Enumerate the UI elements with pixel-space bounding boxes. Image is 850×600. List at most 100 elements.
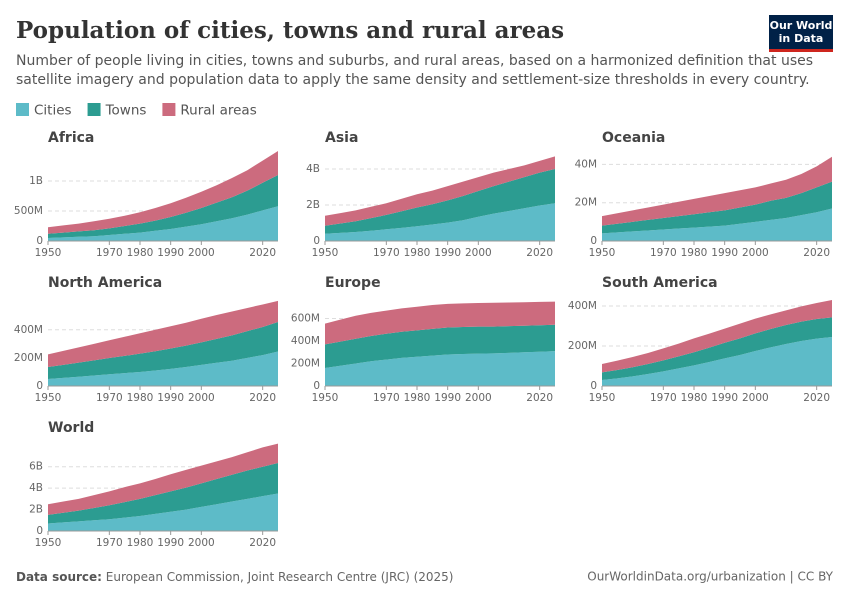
y-tick-label: 2B	[306, 199, 320, 211]
area	[602, 337, 832, 386]
x-tick-label: 1990	[157, 392, 184, 404]
y-tick-label: 600M	[291, 313, 320, 325]
panel-title: South America	[602, 275, 718, 291]
x-tick-label: 1990	[434, 392, 461, 404]
y-tick-label: 0	[36, 235, 43, 247]
chart-title: Population of cities, towns and rural ar…	[16, 17, 564, 44]
x-tick-label: 1970	[650, 247, 677, 259]
panel-title: Europe	[325, 275, 381, 291]
legend-swatch	[16, 103, 29, 116]
x-tick-label: 1950	[35, 537, 62, 549]
y-tick-label: 6B	[29, 461, 43, 473]
panel-title: World	[48, 420, 94, 436]
x-tick-label: 1950	[312, 247, 339, 259]
legend-label: Towns	[105, 103, 147, 119]
source-label: Data source:	[16, 570, 102, 584]
area	[48, 300, 278, 368]
x-tick-label: 2000	[188, 392, 215, 404]
area	[48, 151, 278, 234]
logo-text: in Data	[779, 32, 824, 45]
area	[325, 156, 555, 226]
legend-swatch	[162, 103, 176, 116]
area	[48, 206, 278, 241]
y-tick-label: 200M	[568, 340, 597, 352]
source: European Commission, Joint Research Cent…	[106, 570, 454, 584]
panel-title: North America	[48, 275, 162, 291]
legend-label: Cities	[34, 103, 72, 119]
y-tick-label: 2B	[29, 504, 43, 516]
area	[325, 203, 555, 241]
y-tick-label: 4B	[306, 163, 320, 175]
x-tick-label: 1970	[96, 537, 123, 549]
y-tick-label: 200M	[14, 352, 43, 364]
x-tick-label: 1990	[434, 247, 461, 259]
y-tick-label: 200M	[291, 358, 320, 370]
y-tick-label: 0	[313, 235, 320, 247]
x-tick-label: 1970	[373, 392, 400, 404]
x-tick-label: 1950	[589, 392, 616, 404]
area	[48, 493, 278, 531]
y-tick-label: 400M	[291, 335, 320, 347]
x-tick-label: 2020	[526, 392, 553, 404]
area	[602, 181, 832, 234]
logo-box	[769, 15, 833, 50]
footer-source: Data source: European Commission, Joint …	[16, 570, 454, 584]
logo[interactable]: Our World in Data	[769, 15, 833, 52]
x-tick-label: 2000	[742, 247, 769, 259]
y-tick-label: 40M	[575, 158, 597, 170]
x-tick-label: 2020	[249, 392, 276, 404]
y-tick-label: 0	[590, 235, 597, 247]
legend: Cities Towns Rural areas	[16, 103, 257, 119]
area	[325, 351, 555, 386]
y-tick-label: 0	[36, 525, 43, 537]
x-tick-label: 2020	[249, 537, 276, 549]
area	[325, 324, 555, 368]
x-tick-label: 2020	[803, 247, 830, 259]
x-tick-label: 2000	[188, 537, 215, 549]
x-tick-label: 1990	[711, 392, 738, 404]
x-tick-label: 1970	[650, 392, 677, 404]
x-tick-label: 1980	[404, 392, 431, 404]
x-tick-label: 1970	[373, 247, 400, 259]
x-tick-label: 1950	[35, 392, 62, 404]
x-tick-label: 1980	[127, 392, 154, 404]
area	[48, 175, 278, 238]
y-tick-label: 4B	[29, 482, 43, 494]
y-tick-label: 0	[590, 380, 597, 392]
area	[602, 300, 832, 373]
panel-title: Africa	[48, 130, 94, 146]
area	[602, 156, 832, 226]
y-tick-label: 20M	[575, 197, 597, 209]
x-tick-label: 2000	[465, 247, 492, 259]
x-tick-label: 1970	[96, 392, 123, 404]
x-tick-label: 2020	[249, 247, 276, 259]
footer-link[interactable]: OurWorldinData.org/urbanization | CC BY	[587, 570, 833, 584]
area	[602, 208, 832, 241]
subtitle: Number of people living in cities, towns…	[16, 53, 813, 69]
logo-underline	[769, 49, 833, 52]
y-tick-label: 0	[36, 380, 43, 392]
x-tick-label: 1970	[96, 247, 123, 259]
area	[325, 169, 555, 234]
panel-title: Asia	[325, 130, 358, 146]
x-tick-label: 1980	[681, 392, 708, 404]
area	[48, 351, 278, 386]
x-tick-label: 1990	[711, 247, 738, 259]
x-tick-label: 1980	[681, 247, 708, 259]
y-tick-label: 0	[313, 380, 320, 392]
x-tick-label: 1950	[35, 247, 62, 259]
y-tick-label: 400M	[14, 324, 43, 336]
area	[602, 317, 832, 380]
y-tick-label: 500M	[14, 205, 43, 217]
panel-title: Oceania	[602, 130, 665, 146]
logo-text: Our World	[770, 19, 833, 32]
area	[48, 443, 278, 515]
area	[48, 322, 278, 379]
x-tick-label: 2000	[742, 392, 769, 404]
x-tick-label: 1950	[312, 392, 339, 404]
y-tick-label: 400M	[568, 300, 597, 312]
legend-label: Rural areas	[180, 103, 256, 119]
x-tick-label: 1990	[157, 247, 184, 259]
